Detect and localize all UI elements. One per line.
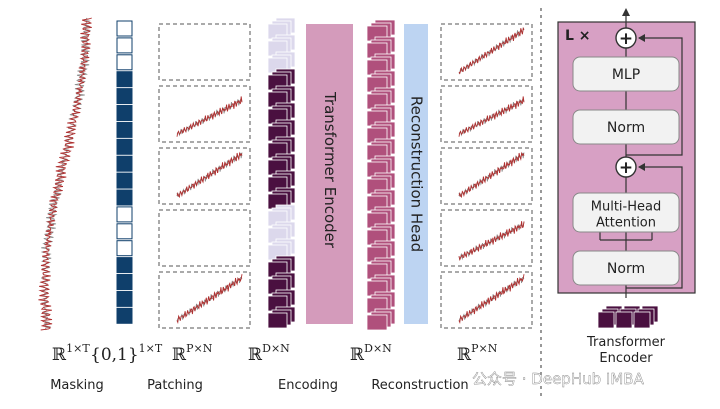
output-arrow-head: [622, 8, 630, 16]
dim-encoding-sup: D×N: [262, 342, 290, 355]
mask-square-visible: [116, 71, 133, 88]
dim-output-base: ℝ: [457, 345, 472, 365]
input-token: [633, 311, 651, 329]
mask-square-visible: [116, 155, 133, 172]
dim-output: ℝP×N: [457, 342, 498, 365]
mask-square-visible: [116, 138, 133, 155]
dim-encoding: ℝD×N: [248, 342, 290, 365]
dim-reconstruction-sup: D×N: [364, 342, 392, 355]
mask-square-visible: [116, 172, 133, 189]
mask-square-visible: [116, 274, 133, 290]
mask-square-visible: [116, 257, 133, 274]
residual-connection-bottom: [626, 166, 683, 289]
input-token: [615, 311, 633, 329]
reconstruction-head-label: Reconstruction Head: [408, 96, 426, 252]
add-circle-bottom: [615, 156, 637, 178]
output-patch-panel: [440, 23, 533, 81]
input-token: [597, 311, 615, 329]
mask-square-masked: [116, 206, 133, 223]
output-patch-panel: [440, 209, 533, 267]
output-patch-series: [458, 221, 525, 262]
encoding-stack: [267, 17, 296, 329]
reconstruction-head-block: [404, 24, 428, 324]
mask-square-visible: [116, 189, 133, 206]
masking-signal-ground-truth: [40, 17, 91, 331]
mask-square-masked: [116, 37, 133, 54]
mask-square-visible: [116, 121, 133, 138]
mask-square-masked: [116, 240, 133, 257]
dim-output-sup: P×N: [471, 342, 498, 355]
output-patch-ground-truth: [458, 99, 525, 137]
dim-masking: ℝ1×T: [52, 342, 90, 365]
residual-connection-top: [626, 37, 683, 156]
encoder-caption-2: Encoder: [599, 351, 653, 366]
reconstruction-token: [366, 314, 388, 331]
output-patch-series: [458, 26, 525, 75]
mask-squares: [116, 20, 133, 324]
norm-bottom-box: [572, 250, 680, 286]
caption-patching: Patching: [147, 378, 203, 393]
patch-ground-truth: [176, 99, 243, 137]
watermark: 公众号 · DeepHub IMBA: [472, 370, 645, 388]
transformer-encoder-block: [306, 24, 353, 324]
masking-signal-series: [38, 17, 92, 331]
caption-reconstruction: Reconstruction: [371, 378, 468, 393]
norm-top-label: Norm: [607, 120, 645, 136]
dim-patching-set: {0,1}1×T: [90, 342, 163, 365]
add-symbol-top: +: [619, 29, 633, 49]
patch-series: [176, 274, 243, 324]
input-tokens: [597, 305, 659, 329]
norm-bottom-label: Norm: [607, 261, 645, 277]
output-panels: [440, 23, 533, 329]
patch-panels: [158, 23, 251, 329]
mask-square-masked: [116, 20, 133, 37]
patch-series: [176, 151, 243, 199]
encoding-token-visible: [267, 312, 288, 329]
encoder-caption-1: Transformer: [586, 335, 666, 350]
masking-signal: [38, 17, 92, 331]
attention-box: [572, 192, 680, 233]
dim-reconstruction: ℝD×N: [350, 342, 392, 365]
output-patch-series: [458, 274, 525, 324]
mask-square-masked: [116, 223, 133, 240]
mask-square-visible: [116, 307, 133, 324]
transformer-encoder-label: Transformer Encoder: [321, 91, 339, 249]
caption-masking: Masking: [50, 378, 104, 393]
mask-square-masked: [116, 54, 133, 71]
mask-square-visible: [116, 88, 133, 105]
residual-arrow-top: [638, 34, 645, 42]
add-circle-top: [615, 27, 637, 49]
dim-masking-base: ℝ: [52, 345, 67, 365]
encoder-repeat-label: L ×: [565, 28, 591, 44]
patch-panel: [158, 23, 251, 81]
output-patch-series: [458, 96, 525, 137]
patch-series: [176, 96, 243, 137]
output-patch-series: [458, 151, 525, 199]
norm-top-box: [572, 109, 680, 145]
mask-square-visible: [116, 105, 133, 121]
attention-label-2: Attention: [596, 216, 656, 231]
dim-reconstruction-base: ℝ: [350, 345, 365, 365]
dim-patching: ℝP×N: [172, 342, 213, 365]
attention-label-1: Multi-Head: [591, 200, 661, 215]
patch-panel: [158, 209, 251, 267]
dim-patching-set-base: {0,1}: [90, 345, 139, 365]
dim-patching-sup: P×N: [186, 342, 213, 355]
dim-encoding-base: ℝ: [248, 345, 263, 365]
dim-masking-sup: 1×T: [66, 342, 90, 355]
output-patch-panel: [440, 85, 533, 143]
patch-panel: [158, 85, 251, 143]
reconstruction-stack: [366, 19, 396, 331]
residual-arrow-bottom: [638, 163, 645, 171]
encoder-detail: L × MLP Norm Multi-Head Attention Norm +…: [557, 8, 696, 366]
mlp-box: [572, 56, 680, 92]
mask-square-visible: [116, 290, 133, 307]
add-symbol-bottom: +: [619, 158, 633, 178]
caption-encoding: Encoding: [278, 378, 338, 393]
mlp-label: MLP: [612, 67, 640, 83]
dim-patching-set-sup: 1×T: [139, 342, 163, 355]
dim-patching-base: ℝ: [172, 345, 187, 365]
